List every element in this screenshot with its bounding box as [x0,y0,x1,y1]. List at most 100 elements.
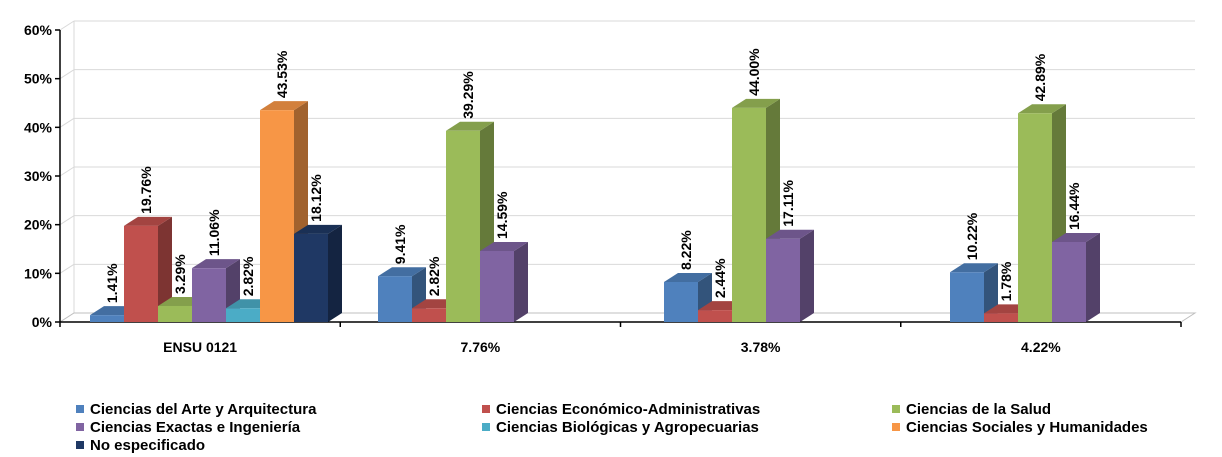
bar-front [192,268,226,322]
bar-front [1052,241,1086,322]
legend: Ciencias del Arte y Arquitectura Ciencias… [76,401,1216,457]
bar-top [294,224,342,234]
bar-top [664,272,712,282]
bar-side [328,224,342,322]
gridline-side [59,117,75,128]
bar-front [664,281,698,322]
data-label: 9.41% [392,224,408,264]
data-label: 2.82% [240,256,256,296]
gridline-side [59,69,75,80]
bar [124,216,172,322]
data-label: 8.22% [678,230,694,270]
bar [294,224,342,322]
bar [766,229,814,322]
legend-label: Ciencias Exactas e Ingeniería [90,418,301,436]
data-label: 1.41% [104,263,120,303]
bar-front [984,313,1018,322]
legend-item: Ciencias de la Salud [892,400,1052,418]
y-tick-label: 60% [24,22,53,38]
y-tick-label: 30% [24,168,53,184]
bar-front [260,110,294,323]
data-label: 18.12% [308,174,324,222]
legend-item: Ciencias Económico-Administrativas [482,400,761,418]
bar-front [950,272,984,322]
category-label: ENSU 0121 [163,339,237,355]
bar-front [124,225,158,322]
data-label: 11.06% [206,209,222,256]
bar-top [732,98,780,108]
bar-front [480,250,514,322]
bar-front [1018,113,1052,322]
legend-item: No especificado [76,436,206,454]
legend-item: Ciencias del Arte y Arquitectura [76,400,317,418]
data-label: 2.44% [712,258,728,298]
legend-label: Ciencias del Arte y Arquitectura [90,400,317,418]
bar-top [766,229,814,239]
bar-top [260,101,308,111]
bar [480,241,528,322]
gridline-side [59,215,75,226]
legend-swatch [892,423,900,431]
bar-front [446,130,480,322]
bar-top [378,267,426,277]
bar-front [90,315,124,322]
legend-item: Ciencias Biológicas y Agropecuarias [482,418,759,436]
data-label: 3.29% [172,254,188,294]
bar-top [480,241,528,251]
y-tick-label: 0% [32,314,53,330]
bar-front [226,308,260,322]
bar [1052,232,1100,322]
legend-swatch [76,405,84,413]
bar-side [1086,232,1100,322]
gridline-side [59,20,75,31]
bar-top [950,263,998,273]
bar-chart: 0% 10% 20% 30% 40% 50% 60% 1.41% 19.76% 3.29% 11.0… [24,20,1197,355]
gridline-side [59,263,75,274]
bar-front [378,276,412,322]
y-tick-label: 20% [24,217,53,233]
bar-side [800,229,814,322]
data-label: 43.53% [274,50,290,98]
y-tick-label: 50% [24,71,53,87]
category-label: 4.22% [1021,339,1061,355]
y-tick-label: 10% [24,265,53,281]
legend-label: Ciencias Biológicas y Agropecuarias [496,418,759,436]
bar-top [1018,104,1066,114]
legend-item: Ciencias Exactas e Ingeniería [76,418,301,436]
bar-top [446,121,494,131]
bar-side [158,216,172,322]
bar-side [514,241,528,322]
bar-top [1052,232,1100,242]
legend-swatch [482,423,490,431]
bar-front [732,107,766,322]
data-label: 16.44% [1066,182,1082,230]
legend-swatch [482,405,490,413]
data-label: 17.11% [780,179,796,226]
bar-front [412,308,446,322]
y-tick-label: 40% [24,119,53,135]
legend-swatch [76,423,84,431]
data-label: 19.76% [138,166,154,214]
category-label: 3.78% [741,339,781,355]
bar-front [766,238,800,322]
legend-swatch [76,441,84,449]
legend-item: Ciencias Sociales y Humanidades [892,418,1148,436]
gridline-side [59,166,75,177]
category-label: 7.76% [461,339,501,355]
data-label: 44.00% [746,48,762,96]
data-label: 2.82% [426,256,442,296]
bar-front [294,233,328,322]
legend-label: No especificado [90,436,206,454]
bar-front [698,310,732,322]
legend-swatch [892,405,900,413]
data-label: 1.78% [998,261,1014,301]
data-label: 10.22% [964,212,980,260]
bar-top [192,259,240,269]
bar-front [158,305,192,322]
data-label: 42.89% [1032,53,1048,101]
legend-label: Ciencias Sociales y Humanidades [906,418,1148,436]
data-label: 14.59% [494,191,510,239]
legend-label: Ciencias Económico-Administrativas [496,400,761,418]
data-label: 39.29% [460,71,476,119]
legend-label: Ciencias de la Salud [906,400,1052,418]
